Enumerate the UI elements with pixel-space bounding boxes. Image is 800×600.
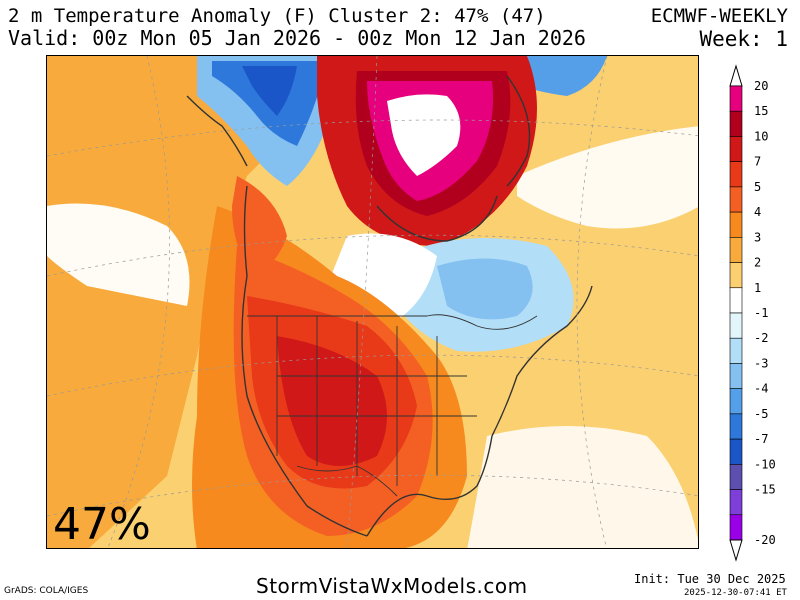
border-us-canada (247, 314, 538, 330)
anomaly-region-arctic-islands (387, 94, 461, 176)
anomaly-region-pacific-warm (47, 56, 347, 548)
colorbar-swatch (729, 262, 743, 289)
map-title: 2 m Temperature Anomaly (F) Cluster 2: 4… (8, 5, 546, 27)
cluster-percent-label: 47% (53, 499, 151, 550)
colorbar-swatch (729, 337, 743, 364)
graticule-lat-4 (47, 474, 698, 517)
anomaly-map (46, 55, 699, 549)
colorbar-tick-label: 20 (754, 79, 768, 93)
colorbar-swatch (729, 85, 743, 112)
colorbar-tick-label: -4 (754, 382, 768, 396)
colorbar-tick-label: -20 (754, 533, 776, 547)
colorbar-tick-label: 1 (754, 281, 761, 295)
anomaly-region-neutral-east (517, 126, 698, 229)
coastline-hudson (376, 195, 498, 242)
colorbar-swatch (729, 388, 743, 415)
coastline-west (241, 185, 368, 537)
colorbar-swatch (729, 438, 743, 465)
graticule-lon-2 (346, 56, 378, 548)
colorbar-tick-label: 10 (754, 129, 768, 143)
colorbar-tick-label: -3 (754, 356, 768, 370)
colorbar-svg: 20 15 10 7 5 4 3 2 1 -1 -2 -3 -4 -5 -7 -10 -15 -20 (729, 64, 776, 562)
anomaly-region-neutral-west (47, 203, 190, 306)
model-name: ECMWF-WEEKLY (650, 5, 788, 27)
graticule-lat-2 (47, 234, 698, 277)
coastline-gulf (366, 435, 493, 537)
colorbar-swatch (729, 237, 743, 263)
colorbar-swatch (729, 312, 743, 339)
coastline-east (491, 285, 593, 437)
colorbar-tick-label: -1 (754, 306, 768, 320)
valid-period: Valid: 00z Mon 05 Jan 2026 - 00z Mon 12 … (8, 26, 586, 50)
colorbar-tick-label: -5 (754, 407, 768, 421)
colorbar-swatch (729, 161, 743, 188)
grads-credit: GrADS: COLA/IGES (4, 586, 89, 596)
colorbar-swatch (729, 489, 743, 516)
borders (247, 314, 538, 497)
anomaly-region-alaska-core (242, 66, 297, 116)
colorbar-tick-label: -15 (754, 483, 776, 497)
anomaly-map-svg (47, 56, 698, 548)
site-url: StormVistaWxModels.com (256, 574, 528, 598)
colorbar-tick-label: -7 (754, 432, 768, 446)
graticule-lat-3 (47, 354, 698, 397)
week-label: Week: 1 (699, 27, 788, 51)
colorbar-swatch (729, 413, 743, 440)
colorbar-arrow-bottom (729, 539, 743, 562)
colorbar-arrow-top (729, 64, 743, 87)
colorbar-tick-label: 3 (754, 230, 761, 244)
colorbar-swatch (729, 514, 743, 541)
colorbar: 20 15 10 7 5 4 3 2 1 -1 -2 -3 -4 -5 -7 -10 -15 -20 (727, 62, 797, 572)
colorbar-tick-label: 4 (754, 205, 761, 219)
colorbar-tick-label: 5 (754, 180, 761, 194)
coastline-alaska (186, 95, 248, 167)
coastline-greenland (506, 75, 531, 187)
colorbar-tick-label: 2 (754, 256, 761, 270)
init-time: Init: Tue 30 Dec 2025 (634, 572, 786, 586)
anomaly-region-northeast-cooler (437, 258, 533, 320)
colorbar-swatch (729, 363, 743, 389)
anomaly-region-plains-hottest (277, 336, 387, 466)
colorbar-swatch (729, 110, 743, 137)
state-lines (276, 316, 477, 486)
colorbar-tick-label: 7 (754, 155, 761, 169)
graticule-lat-1 (47, 119, 698, 157)
graticule-lon-3 (576, 56, 608, 548)
colorbar-tick-label: 15 (754, 104, 768, 118)
timestamp: 2025-12-30-07:41 ET (684, 588, 787, 598)
anomaly-region-atlantic-neutral (467, 426, 698, 548)
colorbar-swatch (729, 464, 743, 490)
colorbar-tick-label: -10 (754, 457, 776, 471)
colorbar-swatch (729, 186, 743, 213)
graticule (47, 56, 698, 548)
colorbar-tick-label: -2 (754, 331, 768, 345)
colorbar-swatch (729, 136, 743, 162)
coastlines (186, 75, 593, 537)
graticule-lon-1 (107, 56, 170, 548)
colorbar-swatch (729, 211, 743, 238)
colorbar-swatch (729, 287, 743, 314)
